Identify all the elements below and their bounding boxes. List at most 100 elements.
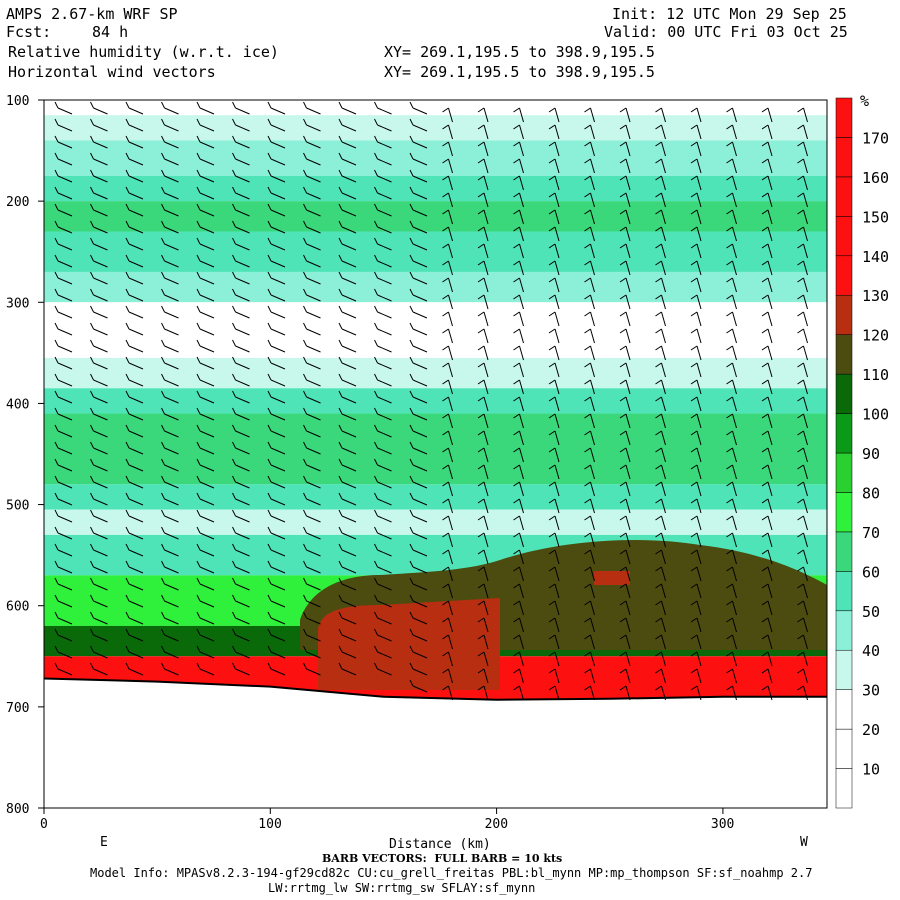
wind-barb [93, 209, 108, 217]
wind-barb-flag [690, 566, 698, 572]
wind-barb-flag [477, 583, 485, 589]
wind-barb-flag [655, 685, 662, 691]
wind-barb [483, 311, 489, 327]
wind-barb-flag [726, 260, 733, 266]
wind-barb-flag [477, 209, 485, 215]
wind-barb-flag [338, 645, 343, 653]
wind-barb-flag [797, 481, 804, 487]
wind-barb [625, 447, 631, 463]
wind-barb-flag [90, 356, 94, 364]
wind-barb [483, 175, 489, 191]
wind-barb [696, 498, 702, 514]
wind-barb-flag [196, 577, 201, 585]
wind-barb [519, 515, 524, 531]
wind-barb-flag [409, 407, 414, 415]
wind-barb [93, 617, 108, 625]
wind-barb [164, 345, 179, 353]
wind-barb-flag [267, 390, 272, 398]
wind-barb [235, 328, 250, 336]
wind-barb [235, 107, 250, 115]
wind-barb-flag [338, 339, 343, 347]
wind-barb-flag [513, 464, 520, 470]
wind-barb [448, 192, 453, 208]
wind-barb-flag [196, 305, 201, 313]
wind-barb-flag [797, 175, 804, 181]
wind-barb [306, 107, 321, 115]
wind-barb-flag [196, 628, 201, 636]
wind-barb [270, 192, 286, 200]
wind-barb [696, 260, 702, 276]
wind-barb [199, 226, 215, 234]
wind-barb [696, 413, 702, 429]
colorbar-swatch [835, 768, 853, 809]
wind-barb [128, 634, 144, 642]
wind-barb-flag [442, 430, 449, 436]
wind-barb-flag [619, 209, 627, 215]
wind-barbs [54, 101, 808, 701]
wind-barb [235, 345, 250, 353]
wind-barb [732, 447, 737, 463]
fcst-label: Fcst: [6, 23, 52, 41]
wind-barb-flag [90, 526, 94, 534]
wind-barb-flag [409, 492, 414, 500]
wind-barb-flag [584, 498, 591, 504]
wind-barb [199, 413, 215, 421]
rh-layer-11 [44, 484, 827, 510]
wind-barb-flag [761, 532, 769, 538]
wind-barb-flag [442, 107, 449, 113]
wind-barb-flag [54, 492, 59, 500]
wind-barb [199, 600, 215, 608]
wind-barb [270, 583, 286, 591]
wind-barb-flag [655, 362, 662, 368]
wind-barb-flag [338, 611, 343, 619]
wind-barb-flag [90, 101, 94, 109]
wind-barb-flag [90, 662, 94, 670]
wind-barb [590, 600, 595, 616]
wind-barb [57, 600, 73, 608]
red-blob [594, 571, 630, 585]
wind-barb [306, 226, 321, 234]
wind-barb-flag [655, 600, 662, 606]
wind-barb-flag [477, 685, 485, 691]
wind-barb [696, 379, 702, 395]
wind-barb-flag [655, 260, 662, 266]
wind-barb [412, 175, 428, 183]
wind-barb [341, 549, 357, 557]
wind-barb-flag [161, 509, 165, 517]
wind-barb-flag [477, 600, 485, 606]
wind-barb [554, 124, 560, 140]
wind-barb-flag [303, 577, 307, 585]
x-axis: 0 100 200 300 [40, 808, 734, 832]
wind-barb [164, 124, 179, 132]
wind-barb [696, 617, 702, 633]
wind-barb [412, 583, 428, 591]
wind-barb-flag [54, 645, 59, 653]
wind-barb [590, 158, 595, 174]
wind-barb-flag [655, 192, 662, 198]
wind-barb [803, 226, 808, 242]
wind-barb-flag [761, 634, 769, 640]
wind-barb-flag [797, 328, 804, 334]
wind-barb-flag [584, 124, 591, 130]
wind-barb-flag [584, 379, 591, 385]
wind-barb [448, 226, 453, 242]
wind-barb-flag [374, 441, 378, 449]
wind-barb-flag [90, 594, 94, 602]
wind-barb [732, 362, 737, 378]
wind-barb [377, 566, 392, 574]
wind-barb [590, 447, 595, 463]
wind-barb [341, 107, 357, 115]
wind-barb [57, 464, 73, 472]
wind-barb-flag [409, 118, 414, 126]
wind-barb-flag [513, 345, 520, 351]
wind-barb-flag [442, 600, 449, 606]
wind-barb [732, 498, 737, 514]
wind-barb-flag [338, 169, 343, 177]
wind-barb-flag [54, 339, 59, 347]
wind-barb [93, 294, 108, 302]
wind-barb-flag [726, 481, 733, 487]
wind-barb-flag [232, 492, 236, 500]
wind-barb-flag [726, 124, 733, 130]
wind-barb [625, 379, 631, 395]
wind-barb [732, 175, 737, 191]
